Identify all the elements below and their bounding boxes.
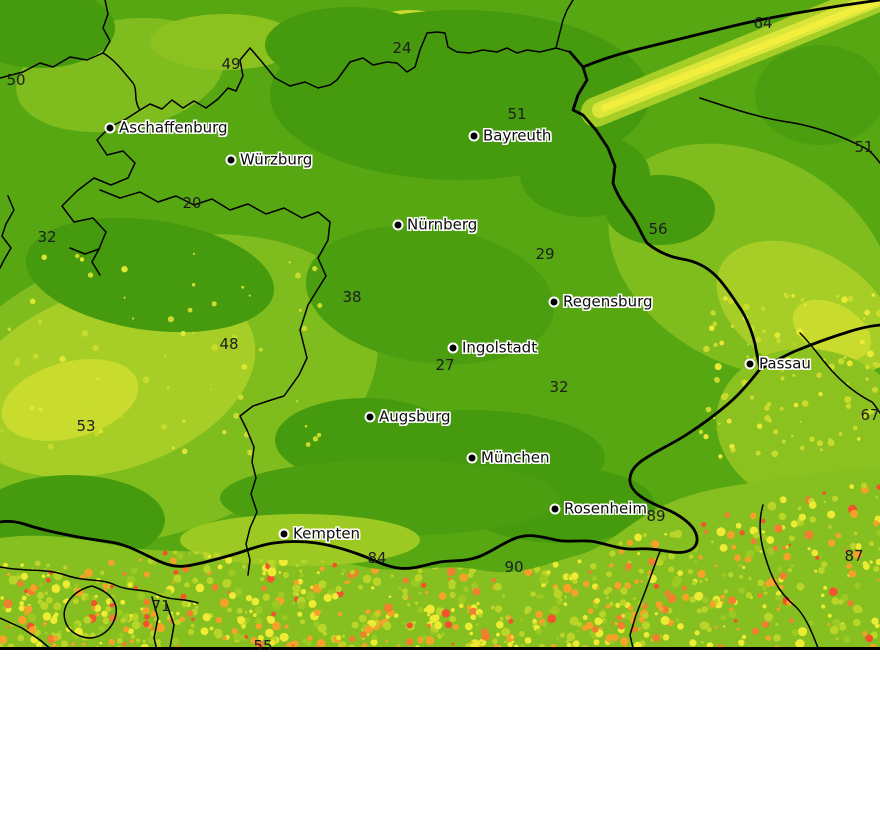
wind-value-label: 51 [507, 105, 527, 123]
city-dot-augsburg [366, 413, 374, 421]
wind-value-label: 32 [37, 228, 57, 246]
city-dot-regensburg [550, 298, 558, 306]
city-dot-bayreuth [470, 132, 478, 140]
city-label-regensburg: Regensburg [563, 292, 653, 311]
city-dot-kempten [280, 530, 288, 538]
wind-value-label: 50 [6, 71, 26, 89]
border-gust-texture [0, 252, 880, 459]
wind-value-label: 84 [367, 549, 387, 567]
wind-gust-map: Aschaffenburg Würzburg Bayreuth Nürnberg Reg… [0, 0, 880, 655]
city-label-muenchen: München [481, 448, 550, 467]
map-canvas [0, 0, 880, 650]
wind-value-label: 27 [435, 356, 455, 374]
city-dot-ingolstadt [449, 344, 457, 352]
wind-value-label: 29 [535, 245, 555, 263]
wind-value-label: 20 [182, 194, 202, 212]
wind-value-label: 56 [648, 220, 668, 238]
wind-value-label: 89 [646, 507, 666, 525]
wind-value-label: 87 [844, 547, 864, 565]
city-label-rosenheim: Rosenheim [564, 499, 647, 518]
mountain-ridge-band [581, 0, 880, 127]
city-dot-passau [746, 360, 754, 368]
city-label-passau: Passau [759, 354, 811, 373]
city-label-kempten: Kempten [293, 524, 361, 543]
wind-value-label: 64 [753, 14, 773, 32]
city-label-nuernberg: Nürnberg [407, 215, 478, 234]
wind-value-label: 32 [549, 378, 569, 396]
city-dot-rosenheim [551, 505, 559, 513]
city-label-wuerzburg: Würzburg [240, 150, 313, 169]
city-dot-nuernberg [394, 221, 402, 229]
country-borders [0, 0, 880, 570]
map-footer: Windböen (in km/h) Modell: ICON-D2 18z, … [0, 650, 880, 830]
alpine-gust-texture [0, 482, 880, 648]
city-label-augsburg: Augsburg [379, 407, 451, 426]
state-borders [0, 0, 880, 650]
wind-value-label: 38 [342, 288, 362, 306]
city-dot-wuerzburg [227, 156, 235, 164]
map-bottom-border [0, 647, 880, 650]
city-dot-muenchen [468, 454, 476, 462]
city-label-bayreuth: Bayreuth [483, 126, 552, 145]
wind-value-label: 51 [854, 138, 874, 156]
wind-value-label: 49 [221, 55, 241, 73]
wind-value-label: 67 [860, 406, 880, 424]
wind-value-label: 24 [392, 39, 412, 57]
city-dot-aschaffenburg [106, 124, 114, 132]
wind-value-label: 71 [151, 597, 171, 615]
wind-value-label: 48 [219, 335, 239, 353]
wind-value-label: 53 [76, 417, 96, 435]
city-label-aschaffenburg: Aschaffenburg [119, 118, 228, 137]
city-label-ingolstadt: Ingolstadt [462, 338, 538, 357]
wind-value-label: 90 [504, 558, 524, 576]
